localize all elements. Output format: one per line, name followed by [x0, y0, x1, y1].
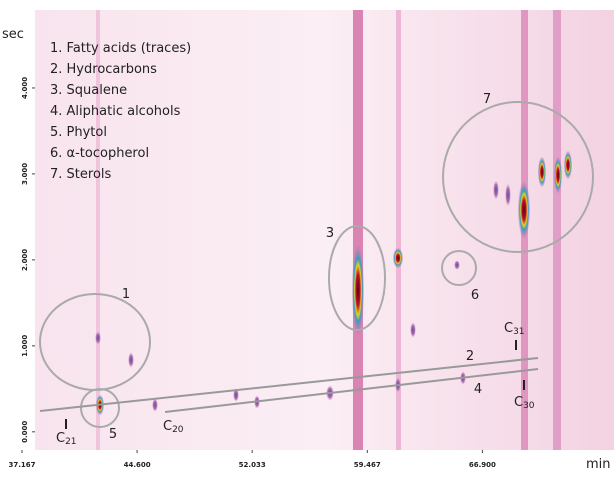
y-axis-label: sec [2, 27, 24, 42]
legend-item: 7. Sterols [50, 167, 112, 182]
carbon-base: C [163, 419, 172, 434]
legend-item: 4. Aliphatic alcohols [50, 104, 181, 119]
y-tick-label: 0.000 [21, 421, 29, 443]
y-tick-label: 4.000 [21, 77, 29, 99]
annotation: 3 [326, 226, 334, 241]
legend-item: 2. Hydrocarbons [50, 62, 157, 77]
legend-item: 6. α-tocopherol [50, 146, 149, 161]
x-tick-label: 44.600 [124, 461, 151, 469]
x-tick-label: 37.167 [8, 461, 35, 469]
y-tick-label: 3.000 [21, 163, 29, 185]
legend-item: 1. Fatty acids (traces) [50, 41, 191, 56]
annotation: 2 [466, 349, 474, 364]
x-tick-label: 59.467 [354, 461, 381, 469]
annotation: 1 [122, 287, 130, 302]
annotation: 4 [474, 382, 482, 397]
y-tick-label: 1.000 [21, 335, 29, 357]
carbon-sub: 20 [172, 425, 184, 435]
carbon-base: C [514, 395, 523, 410]
x-tick-label: 52.033 [239, 461, 266, 469]
x-tick-label: 66.900 [469, 461, 496, 469]
annotation: 7 [483, 92, 491, 107]
carbon-sub: 30 [523, 401, 535, 411]
legend-item: 3. Squalene [50, 83, 127, 98]
carbon-base: C [56, 431, 65, 446]
legend-item: 5. Phytol [50, 125, 107, 140]
x-axis-label: min [586, 457, 611, 472]
carbon-base: C [504, 321, 513, 336]
y-tick-label: 2.000 [21, 249, 29, 271]
chart: sec min 37.167 44.600 52.033 59.467 66.900 0.… [0, 0, 614, 474]
annotation: 6 [471, 288, 479, 303]
carbon-sub: 21 [65, 437, 76, 447]
annotation: 5 [109, 427, 117, 442]
carbon-sub: 31 [513, 327, 524, 337]
